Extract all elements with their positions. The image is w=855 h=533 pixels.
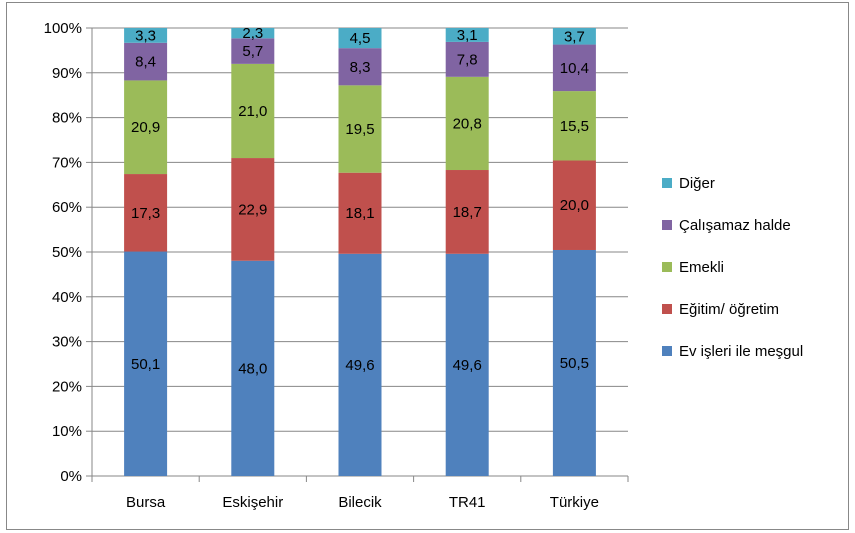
data-label: 3,3 xyxy=(135,27,156,44)
legend-label: Emekli xyxy=(679,259,724,276)
data-label: 20,8 xyxy=(453,115,482,132)
data-label: 18,1 xyxy=(345,205,374,222)
bar-segment xyxy=(552,44,596,92)
bar-segment xyxy=(445,28,489,42)
data-label: 50,1 xyxy=(131,356,160,373)
bar-segment xyxy=(231,158,275,261)
bar-segment xyxy=(338,28,382,49)
bar-segment xyxy=(231,260,275,476)
legend-swatch xyxy=(662,262,672,272)
data-label: 48,0 xyxy=(238,360,267,377)
bar-segment xyxy=(338,85,382,173)
bar-segment xyxy=(124,42,168,81)
data-label: 10,4 xyxy=(560,60,589,77)
data-label: 17,3 xyxy=(131,205,160,222)
bar-segment xyxy=(552,28,596,45)
data-label: 49,6 xyxy=(453,357,482,374)
y-tick-label: 0% xyxy=(60,468,82,485)
x-tick-label: Bursa xyxy=(126,494,166,511)
legend-swatch xyxy=(662,346,672,356)
data-label: 3,7 xyxy=(564,28,585,45)
legend-swatch xyxy=(662,304,672,314)
legend-label: Ev işleri ile meşgul xyxy=(679,343,803,360)
data-label: 5,7 xyxy=(242,43,263,60)
data-label: 19,5 xyxy=(345,121,374,138)
bar-segment xyxy=(445,253,489,476)
data-label: 8,3 xyxy=(350,59,371,76)
y-tick-label: 40% xyxy=(52,289,82,306)
bar-segment xyxy=(445,170,489,254)
data-label: 8,4 xyxy=(135,54,156,71)
bar-segment xyxy=(552,160,596,250)
bar-segment xyxy=(231,63,275,159)
y-tick-label: 90% xyxy=(52,65,82,82)
y-tick-label: 80% xyxy=(52,110,82,127)
y-tick-label: 20% xyxy=(52,378,82,395)
bar-segment xyxy=(124,174,168,252)
bar-segment xyxy=(231,28,275,39)
data-label: 15,5 xyxy=(560,118,589,135)
bar-segment xyxy=(231,38,275,64)
bar-segment xyxy=(338,172,382,254)
data-label: 2,3 xyxy=(242,25,263,42)
y-tick-label: 60% xyxy=(52,199,82,216)
x-tick-label: TR41 xyxy=(449,494,486,511)
bar-segment xyxy=(338,48,382,86)
bar-segment xyxy=(338,253,382,476)
bar-segment xyxy=(124,80,168,175)
legend-label: Diğer xyxy=(679,175,715,192)
data-label: 20,9 xyxy=(131,119,160,136)
y-tick-label: 30% xyxy=(52,334,82,351)
y-tick-label: 100% xyxy=(44,20,82,37)
data-label: 22,9 xyxy=(238,201,267,218)
bar-segment xyxy=(552,91,596,161)
data-label: 3,1 xyxy=(457,27,478,44)
x-tick-label: Bilecik xyxy=(338,494,382,511)
x-tick-label: Türkiye xyxy=(550,494,599,511)
data-label: 21,0 xyxy=(238,103,267,120)
bar-segment xyxy=(124,28,168,43)
bar-segment xyxy=(445,41,489,77)
y-tick-label: 70% xyxy=(52,154,82,171)
data-label: 4,5 xyxy=(350,30,371,47)
y-tick-label: 10% xyxy=(52,423,82,440)
data-label: 18,7 xyxy=(453,204,482,221)
bar-segment xyxy=(552,249,596,476)
data-label: 20,0 xyxy=(560,197,589,214)
legend-label: Çalışamaz halde xyxy=(679,217,791,234)
data-label: 49,6 xyxy=(345,357,374,374)
bar-segment xyxy=(445,76,489,171)
data-label: 50,5 xyxy=(560,355,589,372)
y-tick-label: 50% xyxy=(52,244,82,261)
data-label: 7,8 xyxy=(457,51,478,68)
x-tick-label: Eskişehir xyxy=(222,494,283,511)
legend-swatch xyxy=(662,220,672,230)
bar-segment xyxy=(124,251,168,476)
legend-label: Eğitim/ öğretim xyxy=(679,301,779,318)
legend-swatch xyxy=(662,178,672,188)
